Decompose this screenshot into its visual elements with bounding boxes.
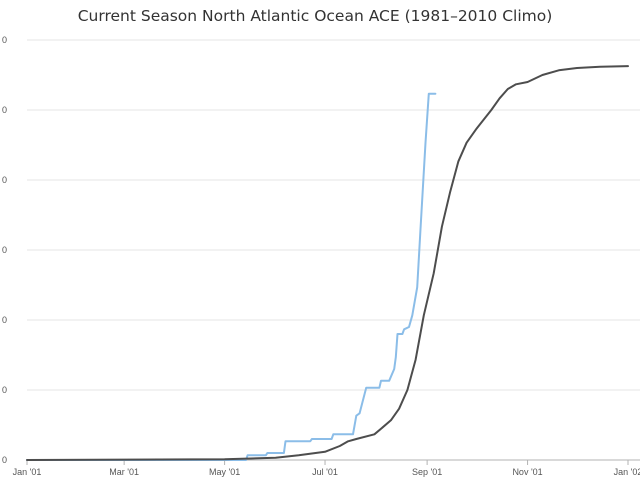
y-tick-label: 0 xyxy=(2,245,7,255)
y-tick-label: 0 xyxy=(2,315,7,325)
y-tick-label: 0 xyxy=(2,175,7,185)
x-tick-label: Jul '01 xyxy=(312,467,338,477)
y-tick-label: 0 xyxy=(2,385,7,395)
x-tick-label: Jan '02 xyxy=(614,467,640,477)
y-tick-label: 0 xyxy=(2,105,7,115)
x-tick-label: May '01 xyxy=(209,467,240,477)
y-axis-tick-labels: 0 0 0 0 0 0 0 xyxy=(2,35,7,465)
chart-title: Current Season North Atlantic Ocean ACE … xyxy=(78,7,553,25)
y-tick-label: 0 xyxy=(2,35,7,45)
x-tick-label: Mar '01 xyxy=(109,467,139,477)
x-axis: Jan '01 Mar '01 May '01 Jul '01 Sep '01 Nov '… xyxy=(13,459,640,477)
current-season-line xyxy=(26,92,437,461)
series-lines xyxy=(26,65,629,461)
x-tick-label: Sep '01 xyxy=(412,467,442,477)
x-tick-label: Nov '01 xyxy=(512,467,542,477)
x-tick-label: Jan '01 xyxy=(13,467,42,477)
grid-lines xyxy=(27,39,640,391)
y-tick-label: 0 xyxy=(2,455,7,465)
climatology-line xyxy=(26,65,629,461)
